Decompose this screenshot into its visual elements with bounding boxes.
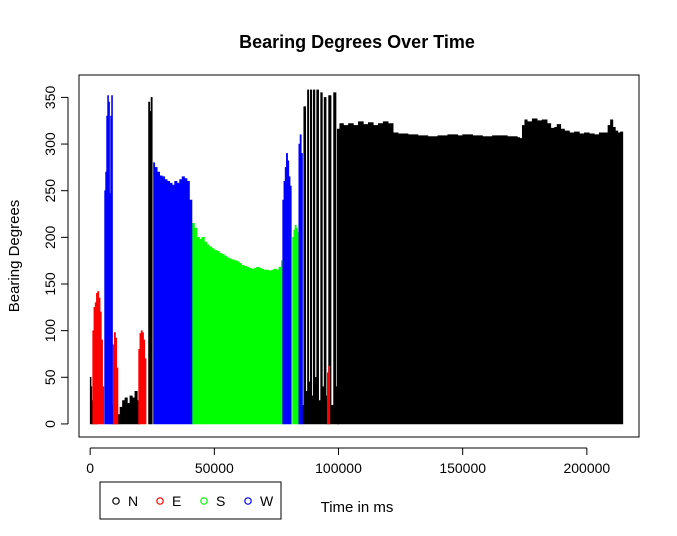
- series-e-block-2: [138, 330, 147, 425]
- data-bars: [89, 89, 624, 425]
- series-s-block-0: [191, 223, 285, 425]
- y-tick-label-2: 100: [42, 319, 58, 343]
- y-tick-label-0: 0: [42, 420, 58, 428]
- legend-label-n: N: [128, 493, 138, 509]
- y-axis: 0 50 100 150 200 250 300 350: [42, 85, 69, 428]
- series-w-block-2: [153, 162, 193, 425]
- x-axis-label: Time in ms: [321, 499, 394, 516]
- legend-label-s: S: [216, 493, 225, 509]
- chart-title: Bearing Degrees Over Time: [239, 32, 475, 52]
- x-axis: 0 50000 100000 150000 200000: [86, 447, 610, 476]
- series-w-block-4: [298, 134, 303, 425]
- series-e-block-3: [327, 365, 331, 425]
- series-w-block-0: [104, 95, 111, 425]
- legend-label-e: E: [172, 493, 181, 509]
- series-n-block-4: [302, 89, 339, 425]
- legend-marker-e: [156, 497, 164, 505]
- series-e-block-0: [92, 291, 105, 425]
- x-tick-label-1: 50000: [195, 460, 234, 476]
- x-tick-label-0: 0: [86, 460, 94, 476]
- series-e-block-1: [112, 332, 119, 425]
- legend-marker-n: [112, 497, 120, 505]
- legend-label-w: W: [260, 493, 274, 509]
- x-tick-label-2: 100000: [315, 460, 362, 476]
- x-tick-label-4: 200000: [563, 460, 610, 476]
- plot-frame: [78, 74, 640, 438]
- series-s-block-1: [292, 224, 301, 425]
- legend-marker-w: [244, 497, 252, 505]
- y-tick-label-6: 300: [42, 132, 58, 156]
- y-tick-label-7: 350: [42, 85, 58, 109]
- series-n-block-5: [336, 118, 624, 425]
- series-n-block-3: [148, 97, 153, 425]
- y-tick-label-1: 50: [42, 369, 58, 385]
- series-n-block-2: [119, 390, 141, 425]
- legend-marker-s: [200, 497, 208, 505]
- x-tick-label-3: 150000: [439, 460, 486, 476]
- y-axis-label: Bearing Degrees: [6, 200, 23, 313]
- y-tick-label-5: 250: [42, 179, 58, 203]
- series-w-block-1: [110, 95, 113, 425]
- y-tick-label-3: 150: [42, 272, 58, 296]
- series-w-block-3: [282, 153, 292, 425]
- y-tick-label-4: 200: [42, 225, 58, 249]
